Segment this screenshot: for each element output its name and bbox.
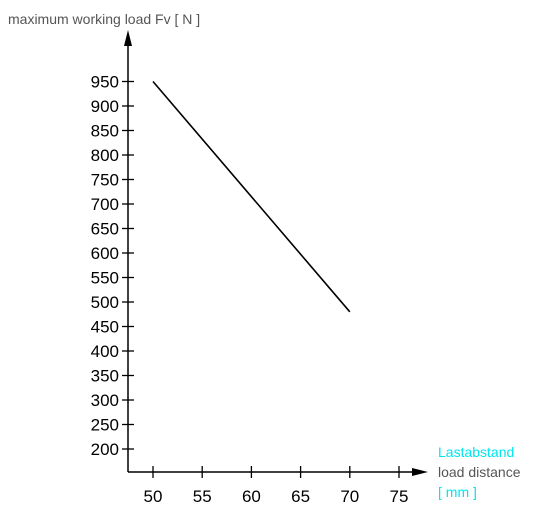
x-axis-title-en: load distance xyxy=(438,464,521,480)
series-group xyxy=(152,80,351,313)
y-tick-label: 600 xyxy=(91,244,119,263)
x-tick-label: 50 xyxy=(144,487,163,506)
y-tick-label: 450 xyxy=(91,318,119,337)
y-tick-label: 800 xyxy=(91,146,119,165)
y-tick-label: 400 xyxy=(91,342,119,361)
y-tick-label: 300 xyxy=(91,391,119,410)
axes xyxy=(124,30,428,476)
y-tick-label: 250 xyxy=(91,416,119,435)
y-tick-label: 200 xyxy=(91,440,119,459)
y-tick-label: 500 xyxy=(91,293,119,312)
x-axis-arrow xyxy=(412,468,428,476)
y-tick-label: 550 xyxy=(91,269,119,288)
y-tick-label: 750 xyxy=(91,171,119,190)
x-axis-title-unit: [ mm ] xyxy=(438,484,477,500)
y-axis-arrow xyxy=(124,30,132,46)
y-tick-label: 850 xyxy=(91,122,119,141)
y-tick-label: 650 xyxy=(91,220,119,239)
y-tick-label: 950 xyxy=(91,73,119,92)
x-tick-label: 55 xyxy=(193,487,212,506)
y-tick-label: 700 xyxy=(91,195,119,214)
x-tick-label: 70 xyxy=(340,487,359,506)
x-tick-label: 60 xyxy=(242,487,261,506)
y-tick-label: 900 xyxy=(91,97,119,116)
x-tick-label: 75 xyxy=(390,487,409,506)
y-axis-title: maximum working load Fv [ N ] xyxy=(8,11,200,27)
x-tick-label: 65 xyxy=(291,487,310,506)
x-ticks: 50 55 60 65 70 75 xyxy=(144,466,409,506)
x-axis-title-de: Lastabstand xyxy=(438,444,514,460)
y-tick-label: 350 xyxy=(91,367,119,386)
y-ticks: 950 900 850 800 750 700 650 600 550 500 450 400 350 3… xyxy=(91,73,134,459)
series-line xyxy=(152,80,351,313)
